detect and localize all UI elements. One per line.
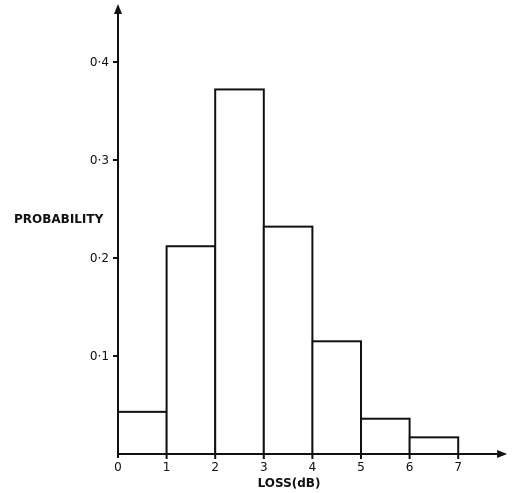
histogram-bar [214,88,265,455]
histogram-bar [165,245,217,455]
x-axis-arrow [497,450,508,458]
y-tick-label: 0·3 [90,153,109,167]
x-axis-label: LOSS(dB) [258,476,321,490]
x-tick-label: 4 [309,460,317,474]
x-tick-label: 1 [163,460,171,474]
y-tick-label: 0·1 [90,349,109,363]
histogram-bar [408,436,460,455]
x-tick-label: 3 [260,460,268,474]
y-ticks-group: 0·1 0·2 0·3 0·4 [90,55,118,363]
y-axis-arrow [114,4,122,14]
bars-group [117,88,460,455]
x-tick-label: 2 [211,460,219,474]
y-axis-label: PROBABILITY [14,212,104,226]
histogram-bar [117,410,168,455]
x-ticks-group: 0 1 2 3 4 5 6 7 [114,454,462,474]
x-tick-label: 6 [406,460,414,474]
histogram-bar [360,417,411,455]
x-tick-label: 0 [114,460,122,474]
axes-group [114,4,508,458]
histogram-bar [311,340,362,455]
histogram-bar [262,225,314,455]
x-tick-label: 7 [454,460,462,474]
y-tick-label: 0·2 [90,251,109,265]
x-tick-label: 5 [357,460,365,474]
y-tick-label: 0·4 [90,55,109,69]
